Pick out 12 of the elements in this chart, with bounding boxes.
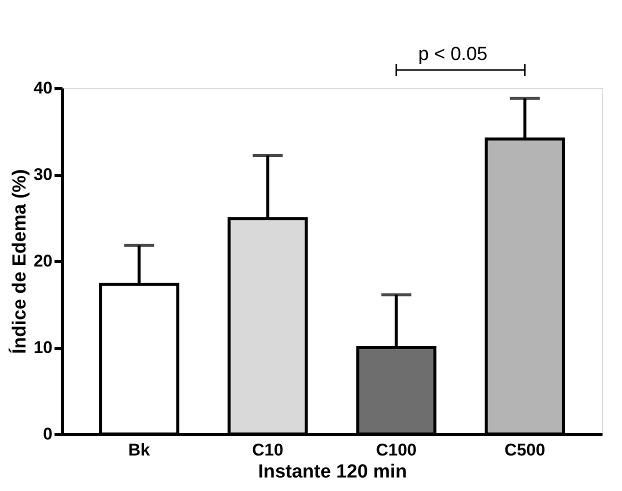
x-tick-label: C10 <box>252 440 284 460</box>
x-tick-label: C500 <box>504 440 546 460</box>
x-tick-label: C100 <box>376 440 417 460</box>
y-axis-title: Índice de Edema (%) <box>8 169 31 354</box>
y-tick-label: 0 <box>43 424 52 444</box>
x-tick-label: Bk <box>128 440 151 460</box>
y-tick-label: 20 <box>34 252 52 270</box>
x-axis-title: Instante 120 min <box>258 462 407 482</box>
y-tick-label: 10 <box>34 338 52 357</box>
y-tick-label: 30 <box>34 165 52 184</box>
y-tick-label: 40 <box>34 78 52 98</box>
text: p < 0.05 <box>418 44 488 65</box>
